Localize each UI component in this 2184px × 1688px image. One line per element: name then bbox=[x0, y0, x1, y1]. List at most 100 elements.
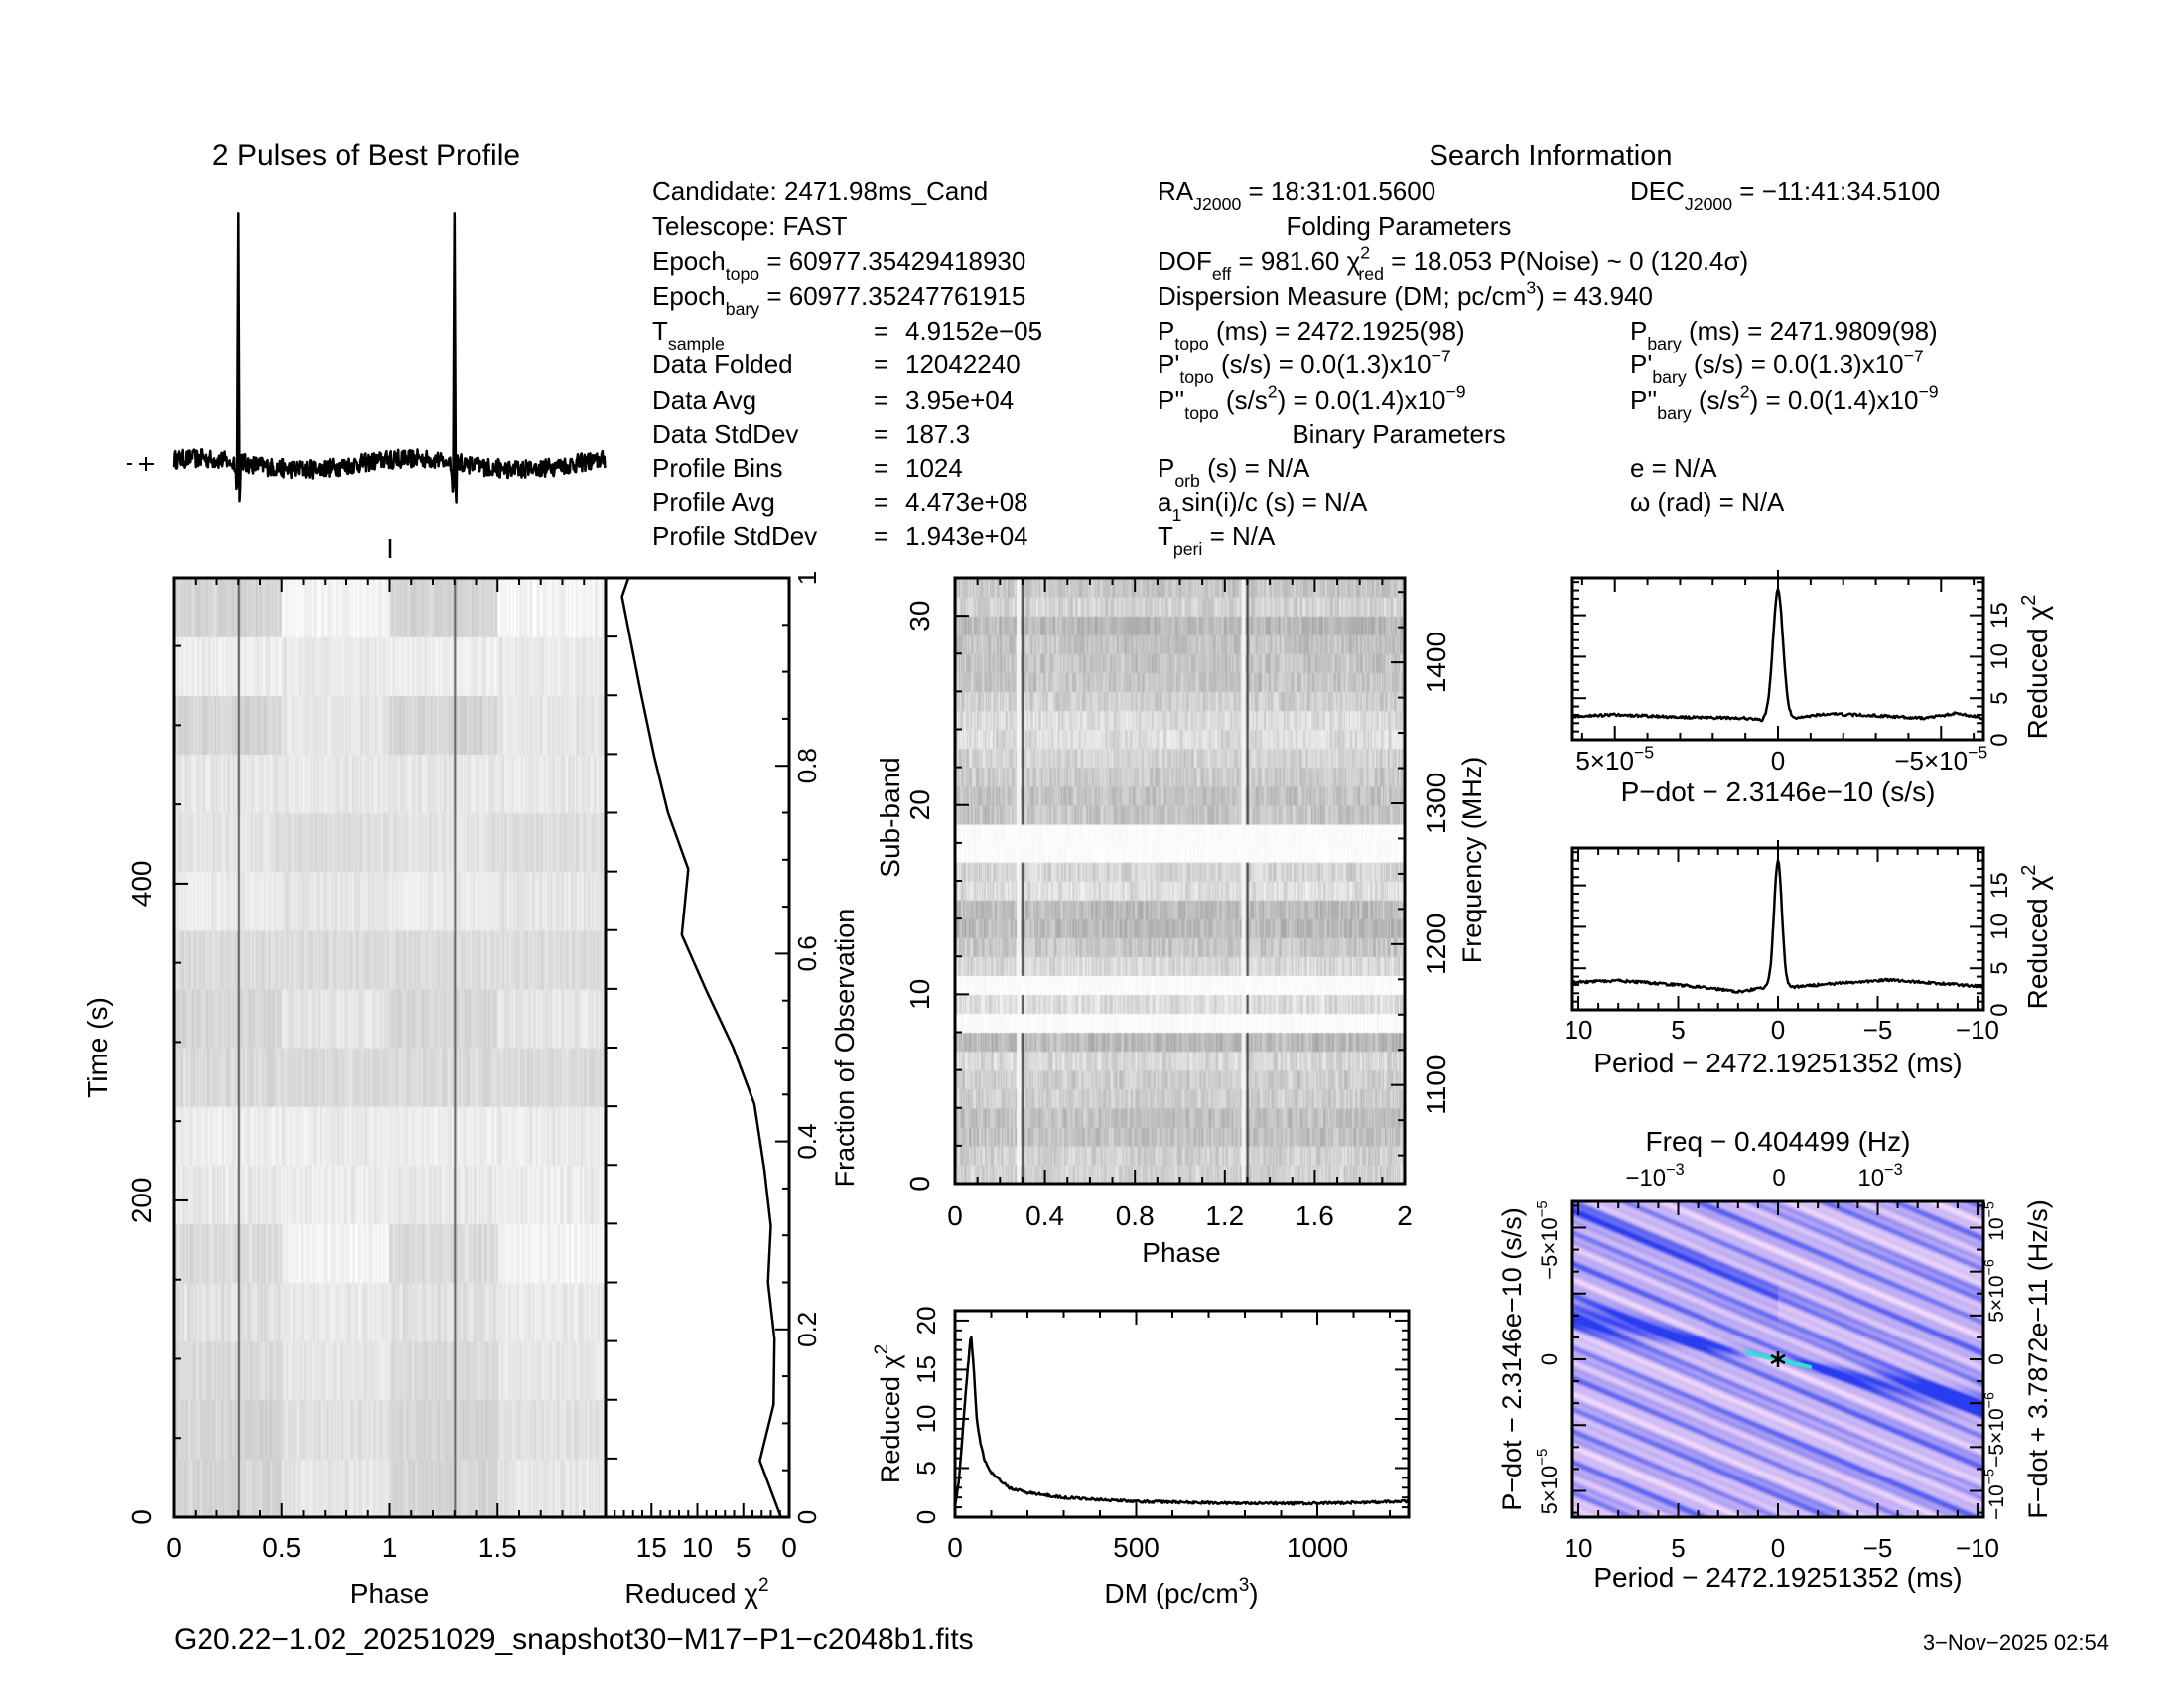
text-segment: ) = 43.940 bbox=[1536, 281, 1653, 311]
y-tick-label: 0.6 bbox=[792, 935, 822, 971]
y-tick-label: 200 bbox=[126, 1178, 157, 1224]
x-tick-label: 10 bbox=[1565, 1533, 1593, 1563]
text-segment: = N/A bbox=[1202, 521, 1276, 551]
text-segment: Data StdDev bbox=[652, 419, 798, 449]
y2-tick-label: 1300 bbox=[1421, 773, 1451, 834]
text-segment: (s/s bbox=[1219, 385, 1268, 415]
text-segment: (ms) = 2472.1925(98) bbox=[1209, 316, 1465, 346]
y2-axis-label: F−dot + 3.7872e−11 (Hz/s) bbox=[2023, 1199, 2053, 1518]
superscript: −3 bbox=[1666, 1161, 1685, 1179]
stat-value: 3.95e+04 bbox=[905, 385, 1014, 415]
y2-tick-label: 1200 bbox=[1421, 914, 1451, 975]
y2-tick-label: 1400 bbox=[1421, 632, 1451, 693]
y-tick-label: 5 bbox=[1986, 692, 2013, 705]
text-segment: RA bbox=[1158, 176, 1194, 206]
profile-title: 2 Pulses of Best Profile bbox=[212, 139, 520, 172]
subscript: red bbox=[1358, 264, 1384, 284]
binary-params-title: Binary Parameters bbox=[1292, 419, 1505, 449]
y-tick-label: 0 bbox=[904, 1176, 935, 1192]
y-axis-label: Reduced χ2 bbox=[872, 1344, 905, 1483]
y-tick-label: 5 bbox=[1986, 962, 2013, 975]
epoch-bary-info: Epochbary = 60977.35247761915 bbox=[652, 281, 1025, 319]
y-tick-label: 0.8 bbox=[792, 748, 822, 783]
x2-tick-label: 10−3 bbox=[1857, 1161, 1902, 1192]
text-segment: Profile Avg bbox=[652, 488, 775, 517]
text-segment: P' bbox=[1630, 350, 1652, 379]
text-segment: ω (rad) = N/A bbox=[1630, 488, 1785, 517]
stat-value: 1024 bbox=[905, 453, 963, 483]
x-axis-label: Reduced χ2 bbox=[624, 1575, 768, 1609]
text-segment: Data Folded bbox=[652, 350, 793, 379]
y-tick-label: 0.4 bbox=[792, 1124, 822, 1160]
subscript: eff bbox=[1212, 264, 1231, 284]
y-tick-label: 400 bbox=[126, 861, 157, 908]
y-tick-label: 10 bbox=[1986, 914, 2013, 940]
text-segment: (s/s) = 0.0(1.3)x10 bbox=[1214, 350, 1432, 379]
filename: G20.22−1.02_20251029_snapshot30−M17−P1−c… bbox=[174, 1623, 974, 1656]
stat-label: Data Folded bbox=[652, 350, 793, 379]
y-axis-label: Sub-band bbox=[875, 757, 905, 877]
pdot-bary-info: P'bary (s/s) = 0.0(1.3)x10−7 bbox=[1630, 346, 1924, 387]
y-tick-label: 10 bbox=[911, 1404, 941, 1433]
y-axis-label: Fraction of Observation bbox=[830, 909, 860, 1188]
candidate-info: Candidate: 2471.98ms_Cand bbox=[652, 176, 988, 206]
x-axis-label: Period − 2472.19251352 (ms) bbox=[1593, 1562, 1962, 1593]
stat-value: 4.473e+08 bbox=[905, 488, 1028, 517]
text-segment: Dispersion Measure (DM; pc/cm bbox=[1158, 281, 1526, 311]
x-axis-label: Phase bbox=[350, 1578, 429, 1609]
superscript: −3 bbox=[1884, 1161, 1903, 1179]
text-segment: = 981.60 χ bbox=[1231, 246, 1360, 276]
y-tick-label: 0 bbox=[1986, 733, 2013, 746]
x-tick-label: 5×10−5 bbox=[1575, 742, 1654, 775]
porb-info: Porb (s) = N/A bbox=[1158, 453, 1310, 491]
text-segment: −5×10 bbox=[1985, 1408, 2008, 1468]
equals-sign: = bbox=[874, 453, 888, 483]
ra-info: RAJ2000 = 18:31:01.5600 bbox=[1158, 176, 1435, 213]
text-segment: = 60977.35429418930 bbox=[759, 246, 1025, 276]
stat-value: 1.943e+04 bbox=[905, 521, 1028, 551]
superscript: −5 bbox=[1968, 742, 1987, 762]
stat-label: Data StdDev bbox=[652, 419, 798, 449]
text-segment: = 60977.35247761915 bbox=[759, 281, 1025, 311]
tperi-info: Tperi = N/A bbox=[1158, 521, 1276, 559]
stat-value: 4.9152e−05 bbox=[905, 316, 1042, 346]
period-chi2-curve bbox=[1570, 859, 1984, 994]
superscript: 2 bbox=[1740, 381, 1750, 401]
subscript: topo bbox=[726, 264, 760, 284]
text-segment: 0 bbox=[1772, 1165, 1785, 1192]
dm-info: Dispersion Measure (DM; pc/cm3) = 43.940 bbox=[1158, 277, 1653, 311]
y2-tick-label: 5×10−6 bbox=[1982, 1259, 2008, 1323]
text-segment: = 18:31:01.5600 bbox=[1241, 176, 1435, 206]
stat-label: Data Avg bbox=[652, 385, 756, 415]
x2-tick-label: 0 bbox=[1772, 1165, 1785, 1192]
x-axis-label: Phase bbox=[1142, 1237, 1220, 1268]
text-segment: Data Avg bbox=[652, 385, 756, 415]
subscript: J2000 bbox=[1685, 194, 1732, 213]
x-axis-label: DM (pc/cm3) bbox=[1104, 1575, 1258, 1609]
x-tick-label: 1000 bbox=[1287, 1532, 1348, 1563]
x2-tick-label: −10−3 bbox=[1625, 1161, 1684, 1192]
p-bary-info: Pbary (ms) = 2471.9809(98) bbox=[1630, 316, 1938, 353]
profile-curve bbox=[172, 212, 607, 504]
equals-sign: = bbox=[874, 419, 888, 449]
x-tick-label: −5×10−5 bbox=[1894, 742, 1987, 775]
subscript: topo bbox=[1179, 367, 1214, 387]
y-axis-label: Time (s) bbox=[82, 997, 113, 1098]
text-segment: (ms) = 2471.9809(98) bbox=[1682, 316, 1938, 346]
y-tick-label: 20 bbox=[904, 789, 935, 820]
text-segment: 5×10 bbox=[1985, 1275, 2008, 1322]
text-segment: ) bbox=[1249, 1578, 1258, 1609]
x-tick-label: 0.4 bbox=[1025, 1200, 1064, 1231]
superscript: −7 bbox=[1432, 346, 1451, 365]
asini-info: a1sin(i)/c (s) = N/A bbox=[1158, 488, 1368, 525]
text-segment: −10 bbox=[1625, 1165, 1666, 1192]
y2-tick-label: −5×10−6 bbox=[1982, 1392, 2008, 1468]
x2-axis-label: Freq − 0.404499 (Hz) bbox=[1646, 1126, 1911, 1157]
x-tick-label: 10 bbox=[682, 1532, 713, 1563]
x-tick-label: 0 bbox=[781, 1532, 797, 1563]
text-segment: (s/s) = 0.0(1.3)x10 bbox=[1687, 350, 1904, 379]
subscript: topo bbox=[1184, 403, 1219, 423]
eccentricity-info: e = N/A bbox=[1630, 453, 1717, 483]
text-segment: T bbox=[1158, 521, 1173, 551]
